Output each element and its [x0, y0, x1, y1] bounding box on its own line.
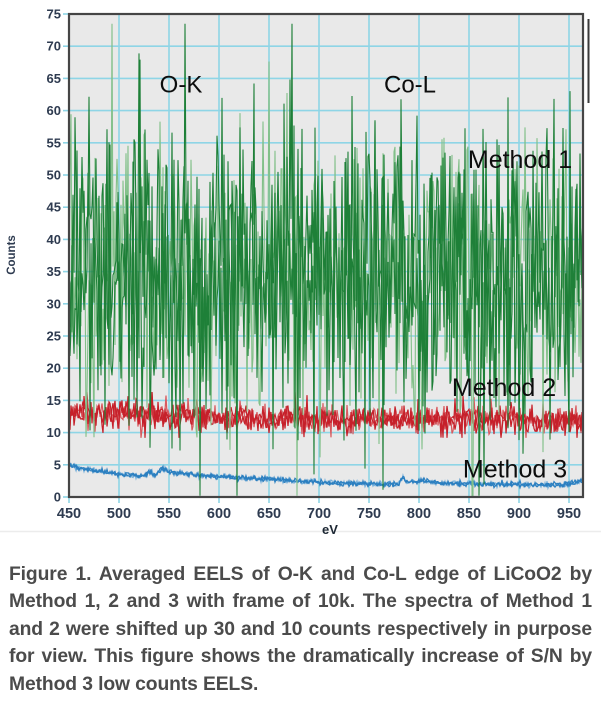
y-tick-label: 0: [54, 490, 61, 505]
y-axis-label: Counts: [6, 235, 18, 275]
x-tick-label: 800: [407, 506, 431, 522]
x-tick-label: 900: [507, 506, 531, 522]
series-method-1: [69, 23, 583, 496]
series-method-3: [69, 462, 583, 489]
figure-caption: Figure 1. Averaged EELS of O-K and Co-L …: [9, 564, 592, 695]
x-tick-label: 950: [557, 506, 581, 522]
y-tick-label: 60: [47, 103, 61, 118]
x-tick-label: 550: [157, 506, 181, 522]
y-tick-label: 25: [47, 329, 61, 344]
y-tick-label: 30: [47, 296, 61, 311]
annotation-label-method-2: Method 2: [452, 374, 556, 402]
y-tick-label: 55: [47, 135, 61, 150]
eels-chart: O-K Co-L Method 1 Method 2 Method 3 0 5 10 15 20 2…: [0, 7, 601, 537]
y-tick-label: 70: [47, 39, 61, 54]
x-tick-label: 600: [207, 506, 231, 522]
y-tick-label: 20: [47, 361, 61, 376]
annotation-label-method-1: Method 1: [468, 146, 572, 174]
x-tick-label: 850: [457, 506, 481, 522]
y-tick-label: 75: [47, 7, 61, 22]
y-tick-label: 5: [54, 457, 61, 472]
x-tick-label: 650: [257, 506, 281, 522]
x-tick-label: 700: [307, 506, 331, 522]
y-tick-label: 10: [47, 425, 61, 440]
series-method-2: [69, 391, 583, 438]
x-tick-label: 750: [357, 506, 381, 522]
x-axis-label: eV: [322, 522, 338, 537]
y-tick-label: 35: [47, 264, 61, 279]
plot-border: [67, 12, 585, 499]
annotation-label-method-3: Method 3: [463, 455, 567, 483]
x-tick-label: 500: [107, 506, 131, 522]
x-tick-label: 450: [57, 506, 81, 522]
annotation-label-co-l: Co-L: [384, 71, 436, 98]
annotation-label-o-k: O-K: [160, 71, 203, 98]
y-tick-label: 50: [47, 168, 61, 183]
series-group: [69, 23, 583, 497]
eels-chart-wrap: O-K Co-L Method 1 Method 2 Method 3 0 5 10 15 20 2…: [0, 7, 601, 537]
series-method-2: [69, 391, 583, 438]
y-tick-label: 45: [47, 200, 61, 215]
y-tick-label: 40: [47, 232, 61, 247]
y-tick-label: 65: [47, 71, 61, 86]
y-tick-label: 15: [47, 393, 61, 408]
